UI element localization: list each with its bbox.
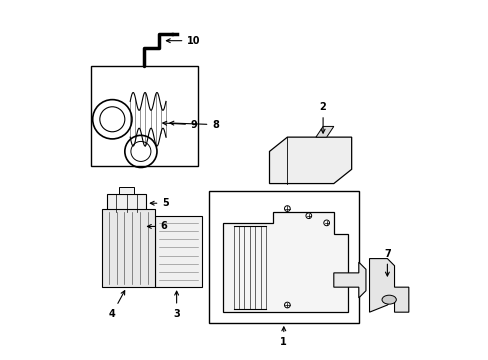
Polygon shape xyxy=(315,126,333,137)
Text: 2: 2 xyxy=(319,102,326,133)
Ellipse shape xyxy=(381,295,395,304)
Bar xyxy=(119,187,134,194)
Polygon shape xyxy=(102,208,155,287)
Bar xyxy=(107,194,146,212)
Text: 7: 7 xyxy=(383,249,390,276)
Text: 1: 1 xyxy=(280,327,286,347)
Polygon shape xyxy=(269,137,351,184)
Text: 9: 9 xyxy=(163,120,197,130)
Polygon shape xyxy=(369,258,408,312)
Text: 4: 4 xyxy=(109,291,124,319)
Text: 3: 3 xyxy=(173,291,180,319)
Text: 8: 8 xyxy=(170,120,219,130)
Polygon shape xyxy=(223,212,347,312)
Polygon shape xyxy=(155,216,201,287)
Text: 5: 5 xyxy=(150,198,169,208)
Polygon shape xyxy=(333,262,365,298)
Text: 10: 10 xyxy=(166,36,201,46)
Text: 6: 6 xyxy=(147,221,167,231)
